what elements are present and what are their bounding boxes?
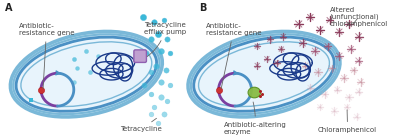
Text: Tetracycline: Tetracycline — [120, 118, 162, 132]
Text: Antibiotic-altering
enzyme: Antibiotic-altering enzyme — [224, 102, 286, 135]
Text: Tetracycline
efflux pump: Tetracycline efflux pump — [144, 22, 186, 56]
Ellipse shape — [191, 34, 337, 114]
Text: B: B — [199, 3, 207, 13]
Text: A: A — [5, 3, 13, 13]
Ellipse shape — [188, 31, 340, 117]
FancyBboxPatch shape — [134, 50, 146, 62]
Text: Antibiotic-
resistance gene: Antibiotic- resistance gene — [19, 23, 74, 89]
Text: Altered
(unfunctional)
chloramphenicol: Altered (unfunctional) chloramphenicol — [330, 7, 388, 27]
Text: Antibiotic-
resistance gene: Antibiotic- resistance gene — [206, 23, 262, 89]
Text: Chloramphenicol: Chloramphenicol — [318, 110, 377, 133]
Ellipse shape — [10, 31, 162, 117]
Ellipse shape — [13, 34, 160, 114]
Ellipse shape — [194, 37, 334, 111]
Ellipse shape — [248, 87, 261, 98]
Ellipse shape — [16, 37, 157, 111]
